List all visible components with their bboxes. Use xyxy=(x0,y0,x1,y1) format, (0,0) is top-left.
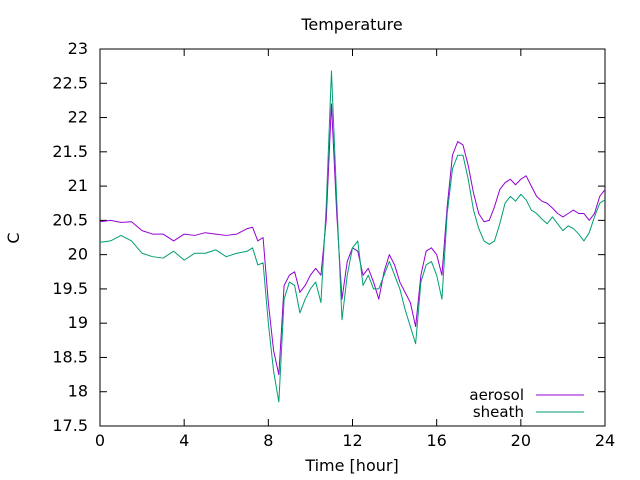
x-tick-label: 4 xyxy=(179,431,189,450)
y-tick-label: 23 xyxy=(68,39,88,58)
x-tick-label: 20 xyxy=(511,431,531,450)
series-layer xyxy=(99,70,606,403)
y-tick-label: 21 xyxy=(68,176,88,195)
y-tick-label: 19 xyxy=(68,313,88,332)
x-tick-label: 8 xyxy=(263,431,273,450)
y-tick-label: 17.5 xyxy=(52,416,88,435)
legend-label-sheath: sheath xyxy=(473,403,524,421)
y-tick-label: 18 xyxy=(68,382,88,401)
x-axis-title: Time [hour] xyxy=(304,456,398,475)
x-axis-ticks: 0 4 8 12 16 20 24 xyxy=(95,49,615,450)
y-tick-label: 21.5 xyxy=(52,142,88,161)
y-axis-ticks: 17.5 18 18.5 19 19.5 20 20.5 21 21.5 22 22.5 23 xyxy=(52,39,605,435)
y-tick-label: 20.5 xyxy=(52,210,88,229)
x-tick-label: 0 xyxy=(95,431,105,450)
y-tick-label: 20 xyxy=(68,245,88,264)
y-axis-title: C xyxy=(4,232,23,243)
series-line-aerosol xyxy=(99,103,606,376)
y-tick-label: 18.5 xyxy=(52,347,88,366)
series-line-sheath xyxy=(99,70,606,403)
y-tick-label: 19.5 xyxy=(52,279,88,298)
y-tick-label: 22 xyxy=(68,108,88,127)
chart-title: Temperature xyxy=(300,15,402,34)
x-tick-label: 16 xyxy=(426,431,446,450)
y-tick-label: 22.5 xyxy=(52,73,88,92)
legend-label-aerosol: aerosol xyxy=(469,386,524,404)
x-tick-label: 24 xyxy=(595,431,615,450)
x-tick-label: 12 xyxy=(342,431,362,450)
